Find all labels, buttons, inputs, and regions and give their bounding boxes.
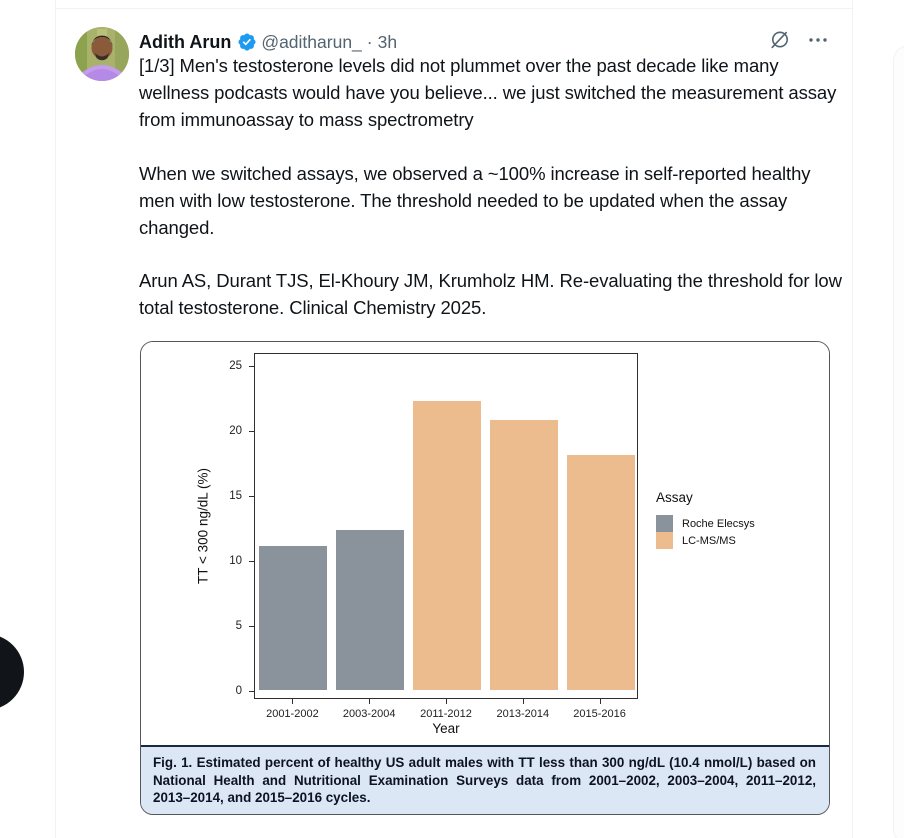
chart-legend: Assay Roche Elecsys LC-MS/MS [656, 490, 755, 549]
avatar[interactable] [75, 27, 129, 81]
bar-2003-2004 [336, 530, 405, 690]
x-tick-label: 2003-2004 [342, 708, 396, 720]
y-tick-label: 20 [229, 424, 242, 437]
avatar-image [75, 27, 129, 81]
timeline-left-border [55, 0, 56, 838]
bar-2013-2014 [489, 419, 558, 690]
grok-icon [771, 31, 788, 49]
x-tick-label: 2015-2016 [573, 708, 626, 720]
verified-badge-icon [238, 33, 256, 51]
y-tick-mark [249, 430, 254, 432]
plot-panel [254, 353, 638, 699]
y-tick-mark [249, 495, 254, 497]
x-tick-mark [446, 699, 447, 704]
author-handle[interactable]: @aditharun_ [261, 31, 362, 52]
left-edge-floating-button[interactable] [0, 634, 24, 710]
meta-separator: · [366, 31, 373, 52]
x-tick-mark [292, 699, 294, 704]
tweet-text-3: Arun AS, Durant TJS, El-Khoury JM, Krumh… [139, 270, 842, 318]
legend-label: Roche Elecsys [682, 517, 755, 530]
y-tick-label: 0 [235, 684, 242, 697]
figure-caption: Fig. 1. Estimated percent of healthy US … [141, 745, 829, 814]
chart-area: TT < 300 ng/dL (%) Year Assay Roche Elec… [141, 342, 829, 746]
y-tick-label: 25 [229, 359, 242, 372]
legend-label: LC-MS/MS [682, 534, 736, 547]
tweet-text-1: [1/3] Men's testosterone levels did not … [139, 55, 837, 130]
author-meta[interactable]: @aditharun_ · 3h [261, 32, 397, 53]
y-tick-mark [249, 560, 254, 562]
tweet-actions [768, 28, 838, 52]
x-tick-mark [522, 699, 524, 704]
x-axis-title: Year [432, 721, 460, 736]
y-tick-mark [249, 625, 254, 627]
more-icon [809, 38, 827, 42]
legend-swatch [656, 532, 673, 549]
tweet-divider [56, 8, 852, 9]
legend-title: Assay [656, 490, 693, 505]
tweet-text-2: When we switched assays, we observed a ~… [139, 163, 811, 238]
right-sidebar-card [893, 45, 904, 838]
x-tick-label: 2001-2002 [266, 708, 319, 720]
author-name[interactable]: Adith Arun [139, 31, 232, 52]
grok-button[interactable] [768, 28, 792, 52]
timeline-right-border [852, 0, 853, 838]
legend-item: Roche Elecsys [656, 515, 755, 532]
figure-caption-text: Estimated percent of healthy US adult ma… [153, 755, 816, 805]
figure-caption-label: Fig. 1. [153, 755, 193, 770]
legend-items: Roche Elecsys LC-MS/MS [656, 515, 755, 549]
x-tick-mark [599, 699, 601, 704]
bar-2015-2016 [566, 454, 635, 690]
x-tick-mark [369, 699, 371, 704]
y-tick-mark [249, 365, 254, 367]
y-tick-label: 5 [235, 619, 242, 632]
legend-item: LC-MS/MS [656, 532, 755, 549]
tweet-header: Adith Arun @aditharun_ · 3h [139, 30, 839, 54]
y-tick-mark [249, 690, 254, 692]
y-tick-label: 15 [229, 489, 242, 502]
bar-2001-2002 [259, 545, 328, 690]
x-tick-label: 2011-2012 [420, 708, 472, 720]
x-tick-label: 2013-2014 [496, 708, 550, 720]
tweet-timestamp[interactable]: 3h [377, 31, 398, 52]
more-button[interactable] [806, 28, 830, 52]
bar-2011-2012 [413, 401, 481, 690]
y-tick-label: 10 [229, 554, 242, 567]
legend-swatch [656, 515, 673, 532]
figure-card[interactable]: TT < 300 ng/dL (%) Year Assay Roche Elec… [140, 341, 830, 815]
